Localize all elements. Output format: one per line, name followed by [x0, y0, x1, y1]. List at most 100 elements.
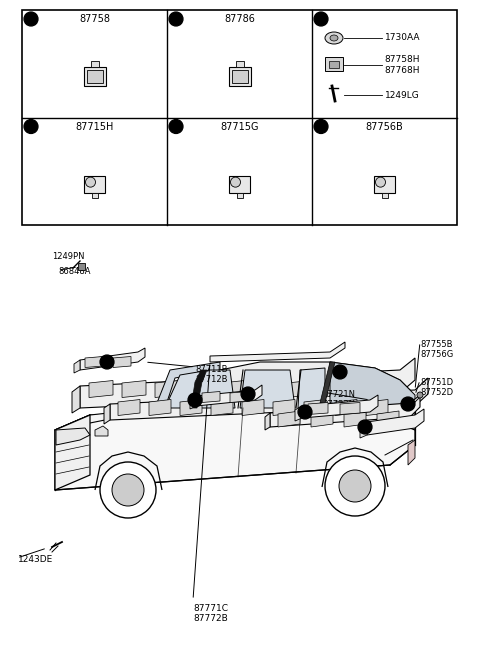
Bar	[84, 176, 105, 193]
Polygon shape	[155, 381, 179, 398]
Bar	[231, 70, 248, 83]
Text: 87758: 87758	[79, 14, 110, 24]
Bar	[382, 193, 387, 198]
Text: d: d	[104, 358, 110, 367]
Bar	[329, 61, 339, 68]
Circle shape	[100, 462, 156, 518]
Text: 87758H
87768H: 87758H 87768H	[384, 55, 420, 75]
Text: 1730AA: 1730AA	[384, 33, 420, 43]
Polygon shape	[188, 381, 212, 398]
Bar	[84, 67, 106, 86]
Polygon shape	[210, 342, 345, 362]
Polygon shape	[320, 381, 344, 398]
Circle shape	[169, 119, 183, 134]
Circle shape	[375, 177, 385, 187]
Polygon shape	[335, 400, 357, 415]
Polygon shape	[110, 378, 428, 420]
Bar	[22, 10, 457, 225]
Text: f: f	[319, 122, 323, 131]
Polygon shape	[202, 392, 220, 403]
Text: 87715G: 87715G	[220, 121, 259, 132]
Text: 1249PN: 1249PN	[52, 252, 84, 261]
Polygon shape	[270, 395, 420, 427]
Text: 87711B
87712B: 87711B 87712B	[195, 365, 228, 384]
Polygon shape	[149, 400, 171, 415]
Polygon shape	[55, 415, 90, 490]
Circle shape	[339, 470, 371, 502]
Polygon shape	[360, 422, 367, 438]
Ellipse shape	[330, 35, 338, 41]
Circle shape	[169, 12, 183, 26]
Circle shape	[333, 365, 347, 379]
Polygon shape	[55, 395, 415, 490]
Text: 87715H: 87715H	[75, 121, 114, 132]
Text: a: a	[405, 400, 411, 409]
Polygon shape	[287, 381, 311, 398]
Polygon shape	[353, 381, 377, 398]
Polygon shape	[190, 396, 196, 409]
Polygon shape	[118, 400, 140, 415]
Bar	[237, 193, 242, 198]
Polygon shape	[298, 368, 325, 408]
Polygon shape	[155, 362, 220, 408]
Text: d: d	[28, 122, 34, 131]
Polygon shape	[240, 370, 295, 408]
Text: 87786: 87786	[224, 14, 255, 24]
Text: e: e	[192, 396, 198, 405]
Polygon shape	[113, 356, 131, 367]
Text: b: b	[173, 14, 179, 24]
Circle shape	[188, 393, 202, 407]
Polygon shape	[304, 400, 326, 415]
Circle shape	[401, 397, 415, 411]
Polygon shape	[265, 413, 270, 430]
Polygon shape	[254, 381, 278, 398]
Circle shape	[417, 392, 423, 398]
Text: 87755B
87756G: 87755B 87756G	[420, 340, 453, 360]
Circle shape	[314, 12, 328, 26]
Bar	[229, 176, 250, 193]
Circle shape	[314, 119, 328, 134]
Ellipse shape	[325, 32, 343, 44]
Text: a: a	[28, 14, 34, 24]
Polygon shape	[89, 381, 113, 398]
Polygon shape	[104, 404, 110, 424]
Bar	[91, 61, 98, 67]
Text: b: b	[245, 390, 251, 398]
Polygon shape	[221, 381, 245, 398]
Circle shape	[298, 405, 312, 419]
Polygon shape	[230, 392, 248, 403]
Polygon shape	[308, 403, 328, 415]
Text: c: c	[318, 14, 324, 24]
Polygon shape	[340, 403, 360, 415]
Circle shape	[325, 456, 385, 516]
Polygon shape	[330, 362, 415, 410]
Bar	[236, 61, 243, 67]
Polygon shape	[344, 411, 366, 427]
Circle shape	[24, 119, 38, 134]
Text: f: f	[363, 422, 367, 432]
Polygon shape	[278, 411, 300, 427]
Polygon shape	[180, 400, 202, 415]
Text: 1249LG: 1249LG	[384, 90, 419, 100]
Polygon shape	[200, 362, 415, 408]
Polygon shape	[408, 440, 415, 465]
Circle shape	[241, 387, 255, 401]
Polygon shape	[95, 426, 108, 436]
Bar	[92, 193, 97, 198]
Circle shape	[358, 420, 372, 434]
Circle shape	[100, 355, 114, 369]
Polygon shape	[55, 408, 155, 430]
Text: 1243DE: 1243DE	[18, 555, 53, 564]
Text: 86848A: 86848A	[58, 267, 91, 276]
Polygon shape	[295, 406, 302, 421]
Circle shape	[24, 12, 38, 26]
Bar	[374, 176, 395, 193]
Polygon shape	[56, 428, 90, 445]
Circle shape	[85, 177, 96, 187]
Polygon shape	[320, 362, 335, 403]
Text: e: e	[173, 122, 179, 131]
Circle shape	[112, 474, 144, 506]
Polygon shape	[302, 395, 378, 418]
Bar	[325, 57, 343, 71]
Polygon shape	[366, 400, 388, 415]
